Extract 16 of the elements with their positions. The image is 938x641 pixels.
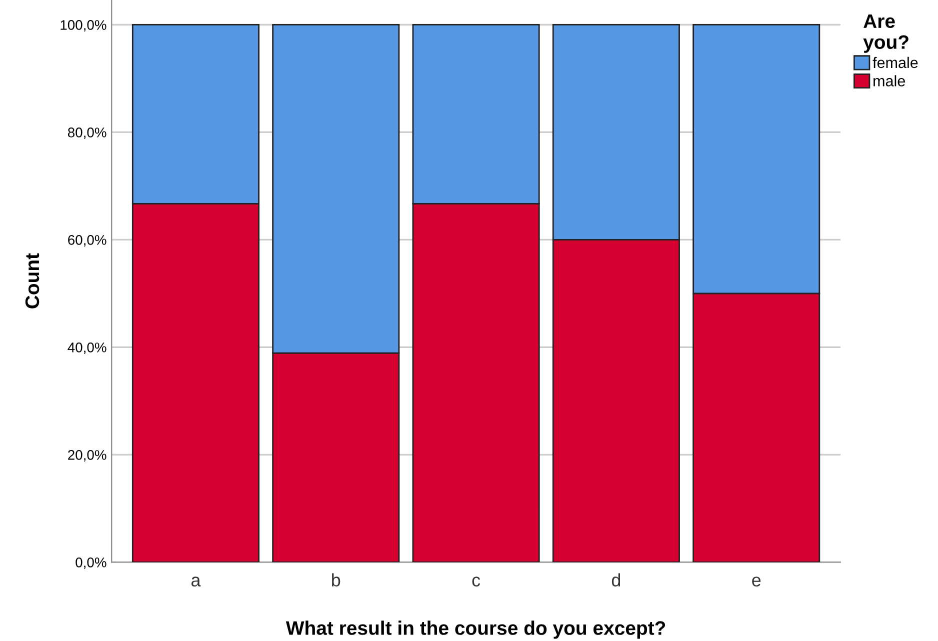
y-tick-label: 100,0% [60, 20, 106, 32]
y-tick-label: 40,0% [68, 342, 106, 354]
y-tick-label: 60,0% [68, 235, 106, 247]
legend-title: Are you? [863, 14, 908, 53]
legend-label: male [874, 75, 905, 86]
y-axis-title: Count [25, 253, 40, 308]
x-tick-label: b [332, 573, 340, 587]
x-tick-label: c [472, 576, 480, 587]
x-tick-label: d [612, 573, 620, 587]
x-axis-title: What result in the course do you except? [286, 620, 666, 639]
y-tick-label: 80,0% [68, 128, 106, 140]
y-tick-label: 0,0% [76, 557, 106, 569]
x-tick-label: e [752, 576, 761, 587]
legend-label: female [872, 56, 918, 68]
x-tick-label: a [191, 576, 201, 587]
y-tick-label: 20,0% [68, 450, 106, 462]
